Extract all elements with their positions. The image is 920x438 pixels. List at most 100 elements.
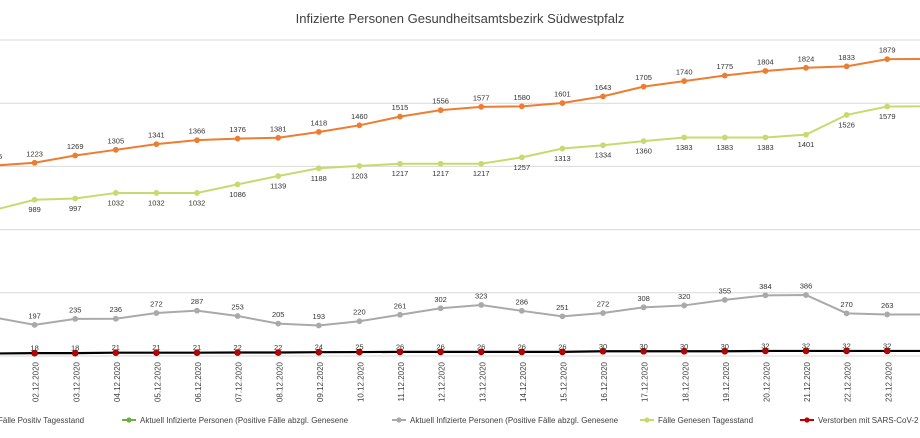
data-point xyxy=(31,349,38,357)
x-tick-label: 19.12.2020 xyxy=(722,361,731,402)
data-label: 1556 xyxy=(432,97,449,106)
x-tick-label: 04.12.2020 xyxy=(113,361,122,402)
data-label: 1269 xyxy=(67,142,84,151)
data-point xyxy=(843,63,850,70)
data-point xyxy=(559,348,566,356)
data-label: 30 xyxy=(680,342,688,351)
data-label: 22 xyxy=(233,343,241,352)
data-point xyxy=(153,190,160,196)
data-label: 272 xyxy=(150,300,163,309)
data-point xyxy=(72,152,79,159)
data-point xyxy=(234,313,241,319)
data-point xyxy=(31,159,38,166)
data-label: 1334 xyxy=(595,151,612,160)
data-label: 302 xyxy=(434,295,447,304)
data-label: 24 xyxy=(315,343,323,352)
data-point xyxy=(315,322,322,329)
data-label: 270 xyxy=(840,300,853,309)
legend: Fälle Positiv Tagesstand Aktuell Infizier… xyxy=(0,416,919,425)
data-label: 1376 xyxy=(229,125,246,134)
chart-title: Infizierte Personen Gesundheitsamtsbezir… xyxy=(296,11,625,26)
data-point xyxy=(356,318,363,325)
x-tick-label: 22.12.2020 xyxy=(844,361,853,402)
data-point xyxy=(762,134,769,141)
data-point xyxy=(518,103,525,110)
data-label: 26 xyxy=(396,342,404,351)
data-point xyxy=(600,310,606,316)
data-label: 236 xyxy=(110,305,123,314)
data-point xyxy=(112,190,119,196)
data-label: 32 xyxy=(842,341,850,350)
data-label: 235 xyxy=(69,305,82,314)
data-point xyxy=(762,347,769,355)
series-line xyxy=(0,105,920,210)
data-labels: 1205 1223 1269 1305 1341 1366 1376 1381 1418 1460… xyxy=(0,45,920,352)
data-label: 1032 xyxy=(107,198,124,207)
data-point xyxy=(762,68,769,74)
data-point xyxy=(884,103,891,110)
data-label: 1032 xyxy=(148,198,165,207)
data-point xyxy=(397,160,403,167)
data-point xyxy=(275,173,282,179)
data-label: 1577 xyxy=(473,93,490,102)
data-point xyxy=(883,347,891,355)
data-label: 1381 xyxy=(270,124,287,133)
data-label: 30 xyxy=(599,342,607,351)
x-tick-label: 10.12.2020 xyxy=(357,361,366,402)
legend-swatch-marker xyxy=(804,417,810,423)
data-point xyxy=(31,321,38,328)
data-point xyxy=(518,154,525,161)
data-label: 1313 xyxy=(554,154,571,163)
data-point xyxy=(153,349,160,356)
series-line xyxy=(0,57,920,167)
data-label: 1383 xyxy=(716,143,733,152)
data-label: 21 xyxy=(193,343,201,352)
data-point xyxy=(640,304,647,311)
data-label: 193 xyxy=(313,312,326,321)
data-point xyxy=(153,141,160,148)
series-lines xyxy=(0,56,920,357)
data-label: 308 xyxy=(637,294,650,303)
data-point xyxy=(437,348,444,356)
data-label: 1579 xyxy=(879,112,896,121)
data-point xyxy=(315,165,322,172)
x-tick-label: 15.12.2020 xyxy=(560,361,569,402)
data-label: 989 xyxy=(28,205,41,214)
x-tick-label: 09.12.2020 xyxy=(316,361,325,402)
data-point xyxy=(803,292,809,298)
data-point xyxy=(234,135,241,142)
data-point xyxy=(680,347,688,355)
data-point xyxy=(843,310,850,317)
data-point xyxy=(437,160,444,167)
data-point xyxy=(234,181,241,188)
data-label: 1341 xyxy=(148,131,165,140)
data-point xyxy=(803,131,809,138)
data-label: 1305 xyxy=(107,136,124,145)
data-point xyxy=(681,78,688,84)
x-tick-label: 12.12.2020 xyxy=(438,361,447,402)
data-label: 205 xyxy=(272,310,285,319)
data-label: 1775 xyxy=(716,62,733,71)
data-point xyxy=(315,129,322,135)
data-label: 1217 xyxy=(392,169,409,178)
data-point xyxy=(194,307,200,314)
data-label: 22 xyxy=(274,343,282,352)
data-label: 32 xyxy=(802,341,810,350)
x-tick-label: 16.12.2020 xyxy=(600,361,609,402)
x-tick-label: 07.12.2020 xyxy=(235,361,244,402)
data-point xyxy=(559,145,566,152)
data-point xyxy=(802,347,810,355)
data-point xyxy=(681,302,688,309)
data-label: 261 xyxy=(394,301,407,310)
data-label: 253 xyxy=(231,303,244,312)
data-label: 1217 xyxy=(473,169,490,178)
data-point xyxy=(356,122,363,129)
x-tick-label: 06.12.2020 xyxy=(194,361,203,402)
data-point xyxy=(721,347,729,355)
data-point xyxy=(803,64,809,71)
data-point xyxy=(843,347,850,355)
data-point xyxy=(843,111,850,118)
data-point xyxy=(194,137,200,144)
data-point xyxy=(234,349,241,356)
data-label: 1086 xyxy=(229,190,246,199)
